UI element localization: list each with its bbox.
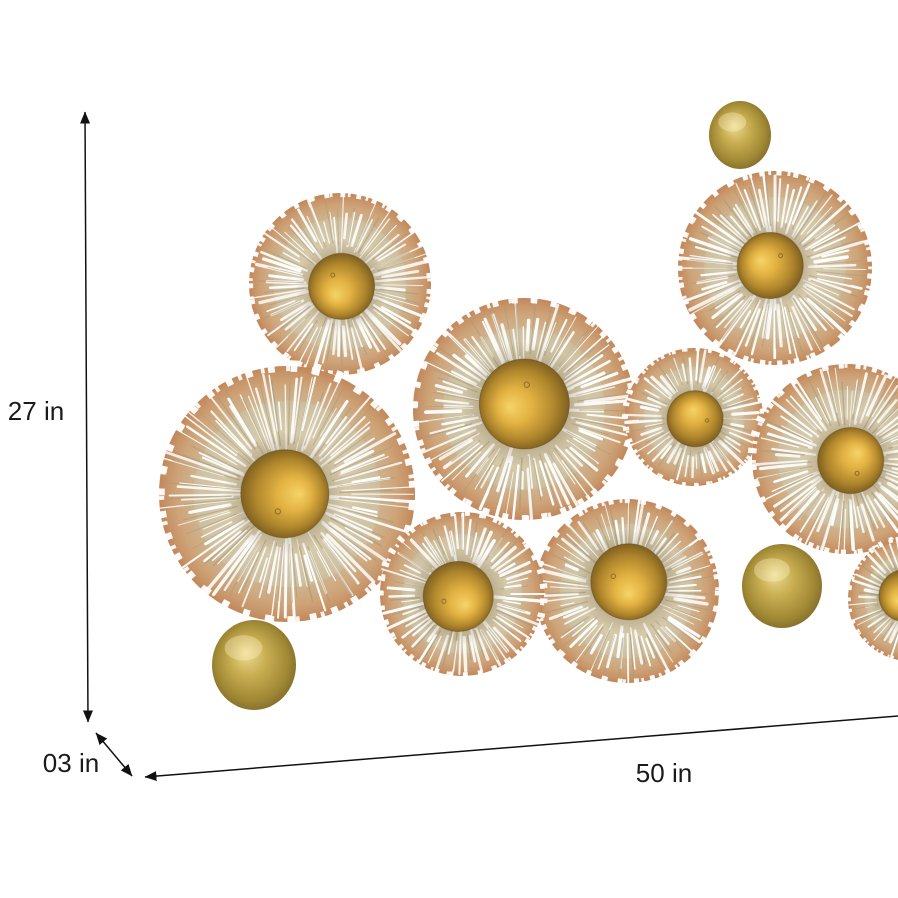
gold-sphere [212, 620, 296, 710]
flower-disc [530, 494, 724, 688]
gold-sphere [709, 101, 771, 169]
flower-disc [621, 344, 767, 490]
flower-dome-center [240, 449, 330, 539]
width-dimension-label: 50 in [636, 758, 692, 788]
flower-dome-center [478, 358, 570, 450]
flower-disc [845, 534, 898, 664]
flower-dome-center [878, 569, 898, 623]
width-dimension-arrow [144, 715, 898, 782]
flower-disc [673, 166, 877, 370]
height-dimension-arrow [80, 111, 93, 723]
depth-dimension-arrow [95, 732, 133, 777]
flower-disc [408, 293, 640, 525]
gold-sphere [742, 544, 822, 628]
wall-art-artwork [153, 101, 898, 710]
flower-dome-center [308, 252, 376, 320]
height-dimension-label: 27 in [8, 396, 64, 426]
depth-dimension-label: 03 in [43, 748, 99, 778]
flower-dome-center [590, 543, 668, 621]
flower-dome-center [736, 231, 804, 299]
flower-disc [747, 359, 898, 559]
flower-disc [244, 188, 436, 380]
flower-disc [153, 360, 421, 628]
flower-dome-center [422, 560, 494, 632]
dimension-annotations: 27 in 03 in 50 in [8, 111, 898, 788]
flower-dome-center [666, 390, 724, 448]
flower-disc [376, 508, 548, 680]
flower-dome-center [817, 427, 885, 495]
